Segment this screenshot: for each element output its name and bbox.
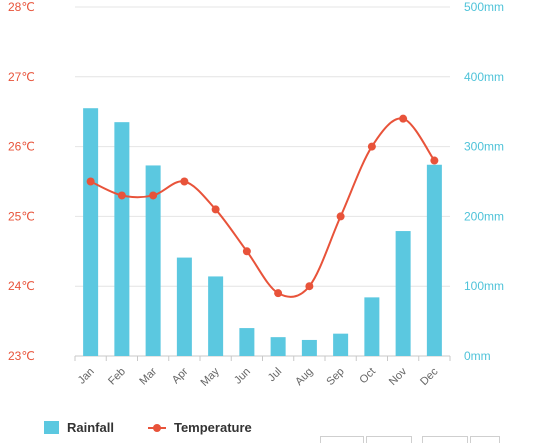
right-tick-label: 400mm	[464, 70, 504, 84]
rainfall-bar	[114, 122, 130, 356]
legend-label-rainfall: Rainfall	[67, 420, 114, 435]
rainfall-bar	[301, 339, 317, 356]
left-axis-ticks: 23℃ 24℃ 25℃ 26℃ 27℃ 28℃	[8, 0, 35, 363]
temperature-point	[399, 114, 408, 123]
x-tick-label: Nov	[387, 365, 410, 388]
gridlines	[74, 6, 451, 361]
rainfall-bar	[208, 276, 224, 356]
rainfall-bar	[270, 337, 286, 356]
rainfall-bar	[83, 108, 99, 357]
right-tick-label: 100mm	[464, 279, 504, 293]
left-tick-label: 24℃	[8, 279, 35, 293]
x-tick-label: Apr	[170, 365, 191, 386]
x-tick-label: Oct	[357, 366, 378, 387]
temperature-swatch	[147, 422, 166, 434]
x-tick-label: Jul	[266, 366, 284, 384]
temperature-point	[117, 191, 126, 200]
rainfall-bar	[176, 257, 192, 356]
right-tick-label: 0mm	[464, 349, 491, 363]
temperature-line	[90, 117, 436, 298]
temperature-line-group	[86, 114, 439, 298]
left-tick-label: 27℃	[8, 70, 35, 84]
rainfall-bar	[333, 333, 349, 356]
x-tick-label: Mar	[137, 365, 159, 387]
temperature-point	[430, 156, 439, 165]
temperature-point	[211, 205, 220, 214]
legend-label-temperature: Temperature	[173, 420, 252, 435]
temperature-point	[336, 212, 345, 221]
temperature-point	[242, 247, 251, 256]
rainfall-bar	[395, 231, 411, 356]
temperature-point	[305, 282, 314, 291]
legend-item-temperature[interactable]: Temperature	[147, 420, 252, 435]
left-tick-label: 23℃	[8, 349, 35, 363]
x-tick-label: Aug	[293, 366, 315, 388]
right-tick-label: 200mm	[464, 209, 504, 223]
temperature-point	[180, 177, 189, 186]
temperature-point	[367, 142, 376, 151]
rainfall-bar	[426, 164, 442, 356]
x-tick-label: May	[199, 365, 223, 389]
left-tick-label: 25℃	[8, 209, 35, 223]
rainfall-bar	[364, 297, 380, 356]
left-tick-label: 28℃	[8, 0, 35, 14]
x-tick-label: Feb	[106, 366, 128, 388]
rainfall-bar	[239, 328, 255, 356]
right-tick-label: 300mm	[464, 140, 504, 154]
legend: Rainfall Temperature	[44, 420, 286, 435]
rainfall-bar	[145, 165, 161, 356]
temperature-point	[86, 177, 95, 186]
right-axis-ticks: 0mm 100mm 200mm 300mm 400mm 500mm	[464, 0, 504, 363]
left-tick-label: 26℃	[8, 140, 35, 154]
x-tick-label: Dec	[418, 365, 441, 388]
x-axis-ticks: Jan Feb Mar Apr May Jun Jul Aug Sep Oct Nov Dec	[76, 365, 441, 389]
right-tick-label: 500mm	[464, 0, 504, 14]
rainfall-bars	[83, 108, 442, 357]
rainfall-swatch	[44, 421, 59, 434]
temperature-point	[274, 289, 283, 298]
x-tick-label: Jan	[76, 366, 97, 387]
x-tick-label: Jun	[232, 366, 253, 387]
x-tick-label: Sep	[324, 366, 346, 388]
temperature-point	[149, 191, 158, 200]
legend-item-rainfall[interactable]: Rainfall	[44, 420, 114, 435]
